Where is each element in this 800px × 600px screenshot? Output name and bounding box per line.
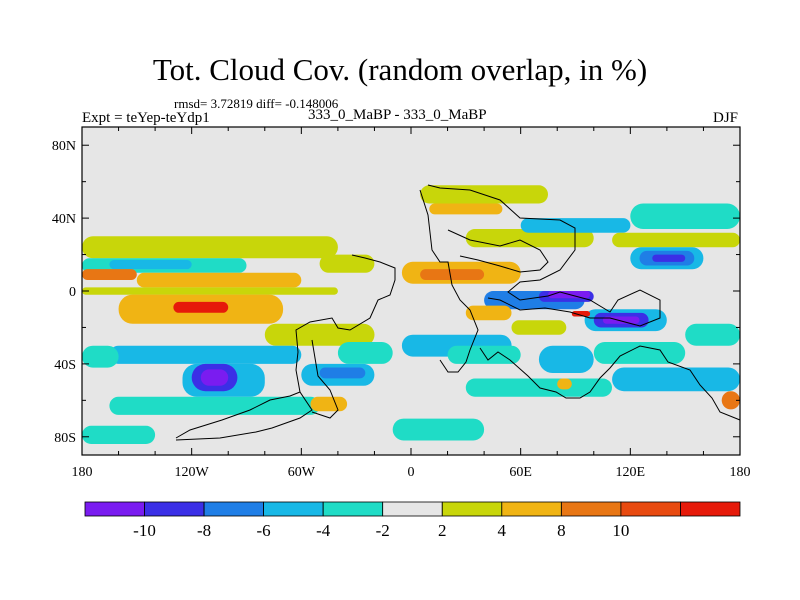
colorbar-label: 2 [438, 521, 447, 540]
field-region [520, 218, 631, 233]
x-axis: 180 120W 60W 0 60E 120E 180 [72, 127, 751, 480]
season-label: DJF [712, 110, 738, 126]
field-region [109, 345, 302, 364]
coastline-america [175, 254, 396, 441]
colorbar-swatch [561, 501, 622, 517]
coastline-south [479, 345, 741, 421]
field-region [200, 369, 229, 386]
field-region [319, 367, 366, 379]
colorbar-label: 4 [498, 521, 507, 540]
field-region [82, 236, 338, 259]
colorbar-label: -6 [257, 521, 271, 540]
x-tick-label: 60W [288, 465, 316, 480]
colorbar-swatch [382, 501, 443, 517]
colorbar-label: -2 [376, 521, 390, 540]
case-label: 333_0_MaBP - 333_0_MaBP [308, 107, 487, 123]
field-region [652, 254, 686, 262]
colorbar-swatch [322, 501, 384, 517]
field-region [109, 396, 320, 415]
field-region [82, 345, 119, 368]
field-region [721, 391, 740, 410]
y-tick-label: 40N [52, 212, 76, 227]
field-region [685, 323, 740, 346]
y-tick-label: 80N [52, 139, 76, 154]
field-region [465, 229, 594, 248]
field-region [82, 287, 338, 295]
field-region [612, 232, 740, 248]
colorbar-label: 8 [557, 521, 566, 540]
colorbar-swatch [680, 501, 741, 517]
colorbar-swatch [144, 501, 205, 517]
colorbar-swatch [84, 501, 145, 517]
colorbar-swatch [501, 501, 562, 517]
colorbar-label: 10 [612, 521, 629, 540]
y-tick-label: 80S [54, 431, 76, 446]
colorbar-swatch [263, 501, 324, 517]
field-region [136, 272, 302, 288]
x-tick-label: 0 [408, 465, 415, 480]
colorbar: -10 -8 -6 -4 -2 2 4 8 10 [84, 501, 741, 540]
coastline-europe-asia [427, 184, 661, 327]
field-region [538, 345, 594, 373]
colorbar-swatch [620, 501, 681, 517]
stats-annotation: rmsd= 3.72819 diff= -0.148006 [174, 96, 339, 111]
colorbar-swatch [441, 501, 503, 517]
field-region [429, 203, 503, 215]
field-region [82, 425, 156, 444]
field-region [173, 301, 229, 313]
colorbar-label: -10 [133, 521, 156, 540]
field-region [612, 367, 740, 392]
field-region [337, 342, 393, 364]
coastline-south-america-2 [311, 339, 339, 419]
x-tick-label: 180 [72, 465, 93, 480]
field-region [310, 396, 348, 412]
x-tick-label: 180 [730, 465, 751, 480]
x-tick-label: 60E [509, 465, 532, 480]
x-tick-label: 120E [616, 465, 646, 480]
coastline-inner [447, 229, 549, 273]
colorbar-swatch [203, 501, 265, 517]
field-region [511, 320, 567, 335]
field-region [593, 342, 686, 364]
coastlines [175, 184, 741, 441]
field-region [319, 254, 375, 273]
field-region [630, 203, 740, 229]
field-region [392, 418, 485, 441]
map-field [82, 127, 740, 455]
colorbar-label: -4 [316, 521, 331, 540]
y-tick-label: 40S [54, 358, 76, 373]
field-region [465, 305, 512, 321]
x-tick-label: 120W [175, 465, 210, 480]
y-axis: 80N 40N 0 40S 80S [52, 139, 740, 446]
y-tick-label: 0 [69, 285, 76, 300]
experiment-label: Expt = teYep-teYdp1 [82, 110, 210, 126]
field-region [571, 311, 591, 317]
field-region [109, 260, 192, 270]
field-region [82, 269, 137, 280]
chart-title: Tot. Cloud Cov. (random overlap, in %) [152, 52, 648, 87]
field-region [557, 378, 572, 390]
colorbar-label: -8 [197, 521, 211, 540]
field-region [420, 269, 485, 280]
coastline-antarctic-peninsula [175, 391, 301, 439]
coastline-africa [419, 189, 479, 373]
